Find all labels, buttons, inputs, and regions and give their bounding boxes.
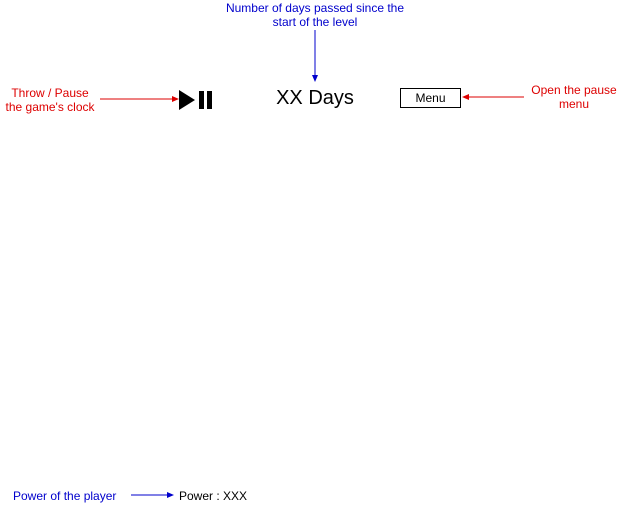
power-arrow xyxy=(131,492,174,498)
play-icon[interactable] xyxy=(179,90,195,110)
menu-button[interactable]: Menu xyxy=(400,88,461,108)
menu-annotation-line2: menu xyxy=(558,97,590,111)
clock-arrow xyxy=(100,96,179,102)
power-annotation: Power of the player xyxy=(13,489,117,503)
power-readout: Power : XXX xyxy=(179,489,248,503)
menu-arrow xyxy=(462,94,524,100)
clock-annotation-line1: Throw / Pause xyxy=(11,86,89,100)
days-annotation-line2: start of the level xyxy=(272,15,358,29)
days-arrow xyxy=(312,30,318,82)
days-counter: XX Days xyxy=(276,87,354,109)
menu-annotation-line1: Open the pause xyxy=(531,83,617,97)
days-annotation-line1: Number of days passed since the xyxy=(225,1,405,15)
clock-annotation-line2: the game's clock xyxy=(5,100,95,114)
pause-icon[interactable] xyxy=(199,91,213,109)
clock-controls xyxy=(179,90,213,110)
clock-annotation: Throw / Pause the game's clock xyxy=(0,86,100,114)
menu-annotation: Open the pause menu xyxy=(518,83,630,111)
days-annotation: Number of days passed since the start of… xyxy=(210,1,420,29)
